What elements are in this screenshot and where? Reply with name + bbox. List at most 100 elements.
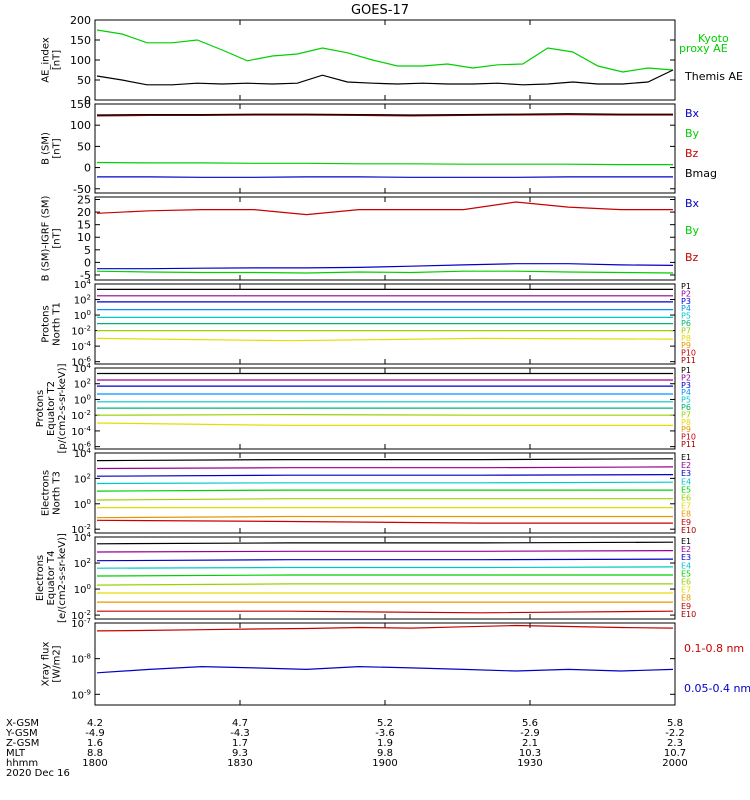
y-axis-label: Xray flux [W/m2] <box>41 642 63 687</box>
series-line-e9 <box>96 519 673 524</box>
legend-p4: P4 <box>681 388 691 397</box>
legend-p8: P8 <box>681 418 691 427</box>
legend-bx: Bx <box>685 197 700 210</box>
y-tick-label: 0 <box>84 256 91 269</box>
y-tick-label: 10-8 <box>71 653 91 666</box>
legend-e6: E6 <box>681 494 691 503</box>
orbit-value-z: 1.9 <box>377 738 393 749</box>
orbit-label-5: 2020 Dec 16 <box>6 768 70 779</box>
series-line-e5 <box>96 574 673 577</box>
orbit-value-y: -3.6 <box>375 728 395 739</box>
y-tick-label: 100 <box>70 54 91 67</box>
series-line-p8 <box>96 422 673 426</box>
legend-themis-ae: Themis AE <box>684 70 743 83</box>
y-axis-label-line: B (SM) <box>41 132 52 165</box>
legend-p7: P7 <box>681 410 691 419</box>
legend-e5: E5 <box>681 569 691 578</box>
series-line-bx <box>97 263 674 270</box>
orbit-value-x: 5.2 <box>377 718 393 729</box>
y-tick-label: 10-6 <box>71 356 91 369</box>
y-tick-label: 15 <box>77 219 91 232</box>
legend-bmag: Bmag <box>685 167 717 180</box>
series-line-e8 <box>96 515 673 519</box>
orbit-value-hhmm: 1930 <box>517 758 542 769</box>
y-tick-label: -50 <box>73 183 91 196</box>
series-line-by <box>96 161 673 166</box>
y-tick-label: 10-2 <box>71 523 91 536</box>
orbit-value-hhmm: 1830 <box>227 758 252 769</box>
legend-e3: E3 <box>681 469 691 478</box>
y-tick-label: 20 <box>77 206 91 219</box>
y-tick-label: 104 <box>74 447 92 460</box>
y-axis-label-line: [nT] <box>52 228 63 248</box>
legend-e8: E8 <box>681 510 691 519</box>
series-line-e4 <box>96 566 674 569</box>
series-line-p8 <box>96 337 674 342</box>
y-axis-label-line: Electrons <box>41 470 52 516</box>
series-line-e9 <box>97 610 674 614</box>
y-tick-label: 104 <box>74 362 92 375</box>
y-tick-label: 25 <box>77 194 91 207</box>
y-tick-label: 104 <box>74 531 92 544</box>
orbit-value-mlt: 9.3 <box>232 748 248 759</box>
y-tick-label: 100 <box>74 309 91 322</box>
legend-p7: P7 <box>681 326 691 335</box>
legend-e2: E2 <box>681 545 691 554</box>
series-line-e4 <box>96 481 674 485</box>
y-axis-label-line: [nT] <box>52 138 63 158</box>
legend-p11: P11 <box>681 440 696 449</box>
orbit-value-z: 1.6 <box>87 738 103 749</box>
series-line-by <box>96 270 674 274</box>
legend-p6: P6 <box>681 319 691 328</box>
y-axis-label-line: [p/(cm2-s-sr-keV)] <box>57 363 68 453</box>
series-line-bz <box>96 113 673 117</box>
legend-e1: E1 <box>681 537 691 546</box>
series-line-e6 <box>96 498 673 501</box>
legend-p11: P11 <box>681 356 696 365</box>
y-axis-label-line: AE_index <box>41 37 52 83</box>
series-line-0-1-0-8-nm <box>96 624 674 632</box>
y-tick-label: 100 <box>74 498 91 511</box>
orbit-value-x: 5.8 <box>667 718 683 729</box>
legend-e4: E4 <box>681 477 691 486</box>
series-line-0-05-0-4-nm <box>96 665 674 674</box>
legend-e9: E9 <box>681 518 691 527</box>
series-line-e3 <box>96 474 674 477</box>
orbit-value-y: -2.9 <box>520 728 540 739</box>
y-tick-label: 10-2 <box>71 409 91 422</box>
legend-kyoto: Kyoto <box>698 32 729 45</box>
legend-p2: P2 <box>681 289 691 298</box>
legend-p4: P4 <box>681 304 691 313</box>
orbit-label-2: Z-GSM <box>6 738 39 749</box>
y-tick-label: 5 <box>84 244 91 257</box>
legend-p3: P3 <box>681 381 691 390</box>
y-tick-label: 102 <box>74 557 91 570</box>
y-axis-label: Electrons Equator T4 [e/(cm2-s-sr-keV)] <box>35 533 68 623</box>
y-tick-label: 10-9 <box>71 688 91 701</box>
y-axis-label-line: Equator T4 <box>46 551 57 606</box>
legend-e7: E7 <box>681 502 691 511</box>
orbit-value-mlt: 9.8 <box>377 748 393 759</box>
legend-by: By <box>685 224 700 237</box>
series-line-p7 <box>96 414 673 416</box>
orbit-value-mlt: 10.3 <box>519 748 541 759</box>
y-axis-label-line: Xray flux <box>41 642 52 687</box>
orbit-value-x: 4.2 <box>87 718 103 729</box>
series-line-e2 <box>96 549 674 553</box>
legend-e4: E4 <box>681 561 691 570</box>
legend-e6: E6 <box>681 578 691 587</box>
legend-bz: Bz <box>685 147 699 160</box>
legend-e3: E3 <box>681 553 691 562</box>
panel-frame <box>94 536 676 620</box>
legend-bz: Bz <box>685 251 699 264</box>
y-axis-label: Protons North T1 <box>41 302 63 346</box>
orbit-value-z: 2.1 <box>522 738 538 749</box>
panel-frame <box>94 103 676 194</box>
legend-xray-short: 0.05-0.4 nm <box>684 682 750 695</box>
legend-p3: P3 <box>681 297 691 306</box>
series-line-e3 <box>96 558 674 562</box>
legend-e9: E9 <box>681 602 691 611</box>
series-line-themis-ae <box>96 69 674 86</box>
